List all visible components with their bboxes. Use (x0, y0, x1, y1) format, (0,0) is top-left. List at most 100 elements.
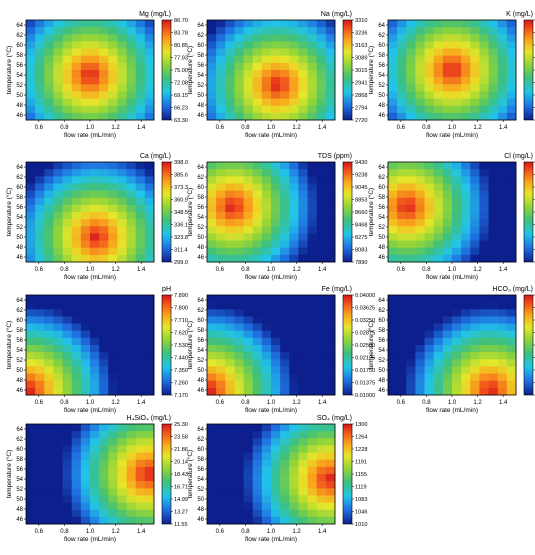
heatmap-cell (99, 77, 109, 85)
heatmap-cell (135, 41, 146, 49)
heatmap-cell (126, 183, 137, 191)
heatmap-cell (225, 438, 235, 446)
heatmap-cell (80, 77, 91, 85)
heatmap-cell (497, 302, 508, 310)
heatmap-cell (80, 459, 91, 468)
heatmap-cell (415, 62, 425, 71)
heatmap-cell (26, 98, 36, 107)
y-tick-label: 56 (16, 205, 23, 211)
heatmap-cell (488, 302, 499, 310)
heatmap-cell (108, 474, 118, 482)
heatmap-cell (207, 452, 217, 461)
heatmap-cell (135, 55, 146, 64)
heatmap-cell (117, 48, 127, 57)
heatmap-cell (44, 91, 54, 99)
heatmap-cell (135, 226, 146, 234)
heatmap-cell (71, 424, 82, 432)
heatmap-cell (144, 316, 155, 324)
heatmap-cell (261, 373, 272, 382)
heatmap-cell (470, 183, 480, 191)
heatmap-cell (26, 373, 36, 382)
heatmap-cell (80, 254, 91, 263)
heatmap-cell (298, 502, 308, 511)
heatmap-cell (62, 219, 73, 227)
heatmap-cell (388, 62, 398, 71)
heatmap-cell (126, 197, 137, 206)
heatmap-cell (424, 309, 435, 317)
heatmap-cell (415, 20, 425, 28)
heatmap-cell (71, 316, 82, 324)
y-tick-label: 56 (197, 205, 204, 211)
heatmap-cell (316, 27, 327, 35)
heatmap-cell (99, 330, 109, 339)
heatmap-cell (280, 233, 290, 241)
colorbar-tick-label: 83.78 (174, 31, 188, 37)
colorbar-tick-label: 0.02125 (355, 356, 375, 362)
heatmap-cell (415, 176, 425, 184)
heatmap-cell (99, 316, 109, 324)
heatmap-cell (388, 226, 398, 234)
heatmap-cell (470, 254, 480, 263)
heatmap-cell (225, 337, 235, 346)
colorbar-tick-label: 66.23 (174, 106, 188, 112)
y-tick-label: 46 (378, 388, 385, 394)
heatmap-cell (252, 330, 263, 339)
heatmap-cell (452, 70, 462, 78)
heatmap-cell (207, 190, 217, 199)
heatmap-cell (316, 212, 327, 220)
heatmap-cell (216, 91, 226, 99)
heatmap-cell (424, 366, 435, 374)
heatmap-cell (271, 431, 281, 439)
heatmap-cell (26, 481, 36, 489)
heatmap-cell (62, 509, 73, 518)
heatmap-cell (108, 352, 118, 360)
heatmap-cell (307, 98, 318, 107)
heatmap-cell (216, 488, 226, 496)
colorbar-tick-label: 7.170 (174, 393, 188, 399)
y-tick-label: 56 (197, 467, 204, 473)
heatmap-cell (442, 254, 453, 263)
heatmap-cell (261, 219, 272, 227)
heatmap-cell (506, 309, 517, 317)
heatmap-cell (442, 330, 453, 339)
heatmap-cell (479, 169, 489, 177)
heatmap-cell (479, 105, 489, 114)
heatmap-cell (397, 84, 407, 92)
heatmap-cell (497, 387, 508, 396)
heatmap-cell (424, 77, 435, 85)
heatmap-cell (406, 162, 416, 170)
heatmap-cell (298, 459, 308, 468)
heatmap-cell (234, 84, 244, 92)
heatmap-cell (225, 387, 235, 396)
heatmap-cell (99, 197, 109, 206)
heatmap-cell (397, 345, 407, 353)
heatmap-cell (388, 84, 398, 92)
heatmap-cell (44, 34, 54, 42)
heatmap-cell (497, 316, 508, 324)
heatmap-cell (26, 212, 36, 220)
heatmap-cell (424, 226, 435, 234)
y-tick-label: 48 (197, 245, 204, 251)
heatmap-cell (433, 98, 444, 107)
heatmap-cell (44, 233, 54, 241)
heatmap-cell (488, 62, 499, 71)
heatmap-cell (261, 345, 272, 353)
heatmap-cell (53, 204, 63, 213)
heatmap-cell (234, 91, 244, 99)
colorbar-tick-label: 1264 (355, 435, 367, 441)
y-tick-label: 54 (16, 477, 23, 483)
colorbar-tick-label: 20.14 (174, 460, 188, 466)
heatmap-cell (117, 352, 127, 360)
heatmap-cell (135, 488, 146, 496)
heatmap-cell (225, 359, 235, 367)
heatmap-cell (135, 91, 146, 99)
heatmap-cell (298, 226, 308, 234)
heatmap-cell (452, 254, 462, 263)
heatmap-cell (252, 204, 263, 213)
heatmap-cell (388, 212, 398, 220)
heatmap-cell (53, 91, 63, 99)
heatmap-cell (289, 495, 299, 503)
heatmap-cell (144, 495, 155, 503)
heatmap-cell (298, 316, 308, 324)
colorbar-tick-label: 0.02875 (355, 331, 375, 337)
